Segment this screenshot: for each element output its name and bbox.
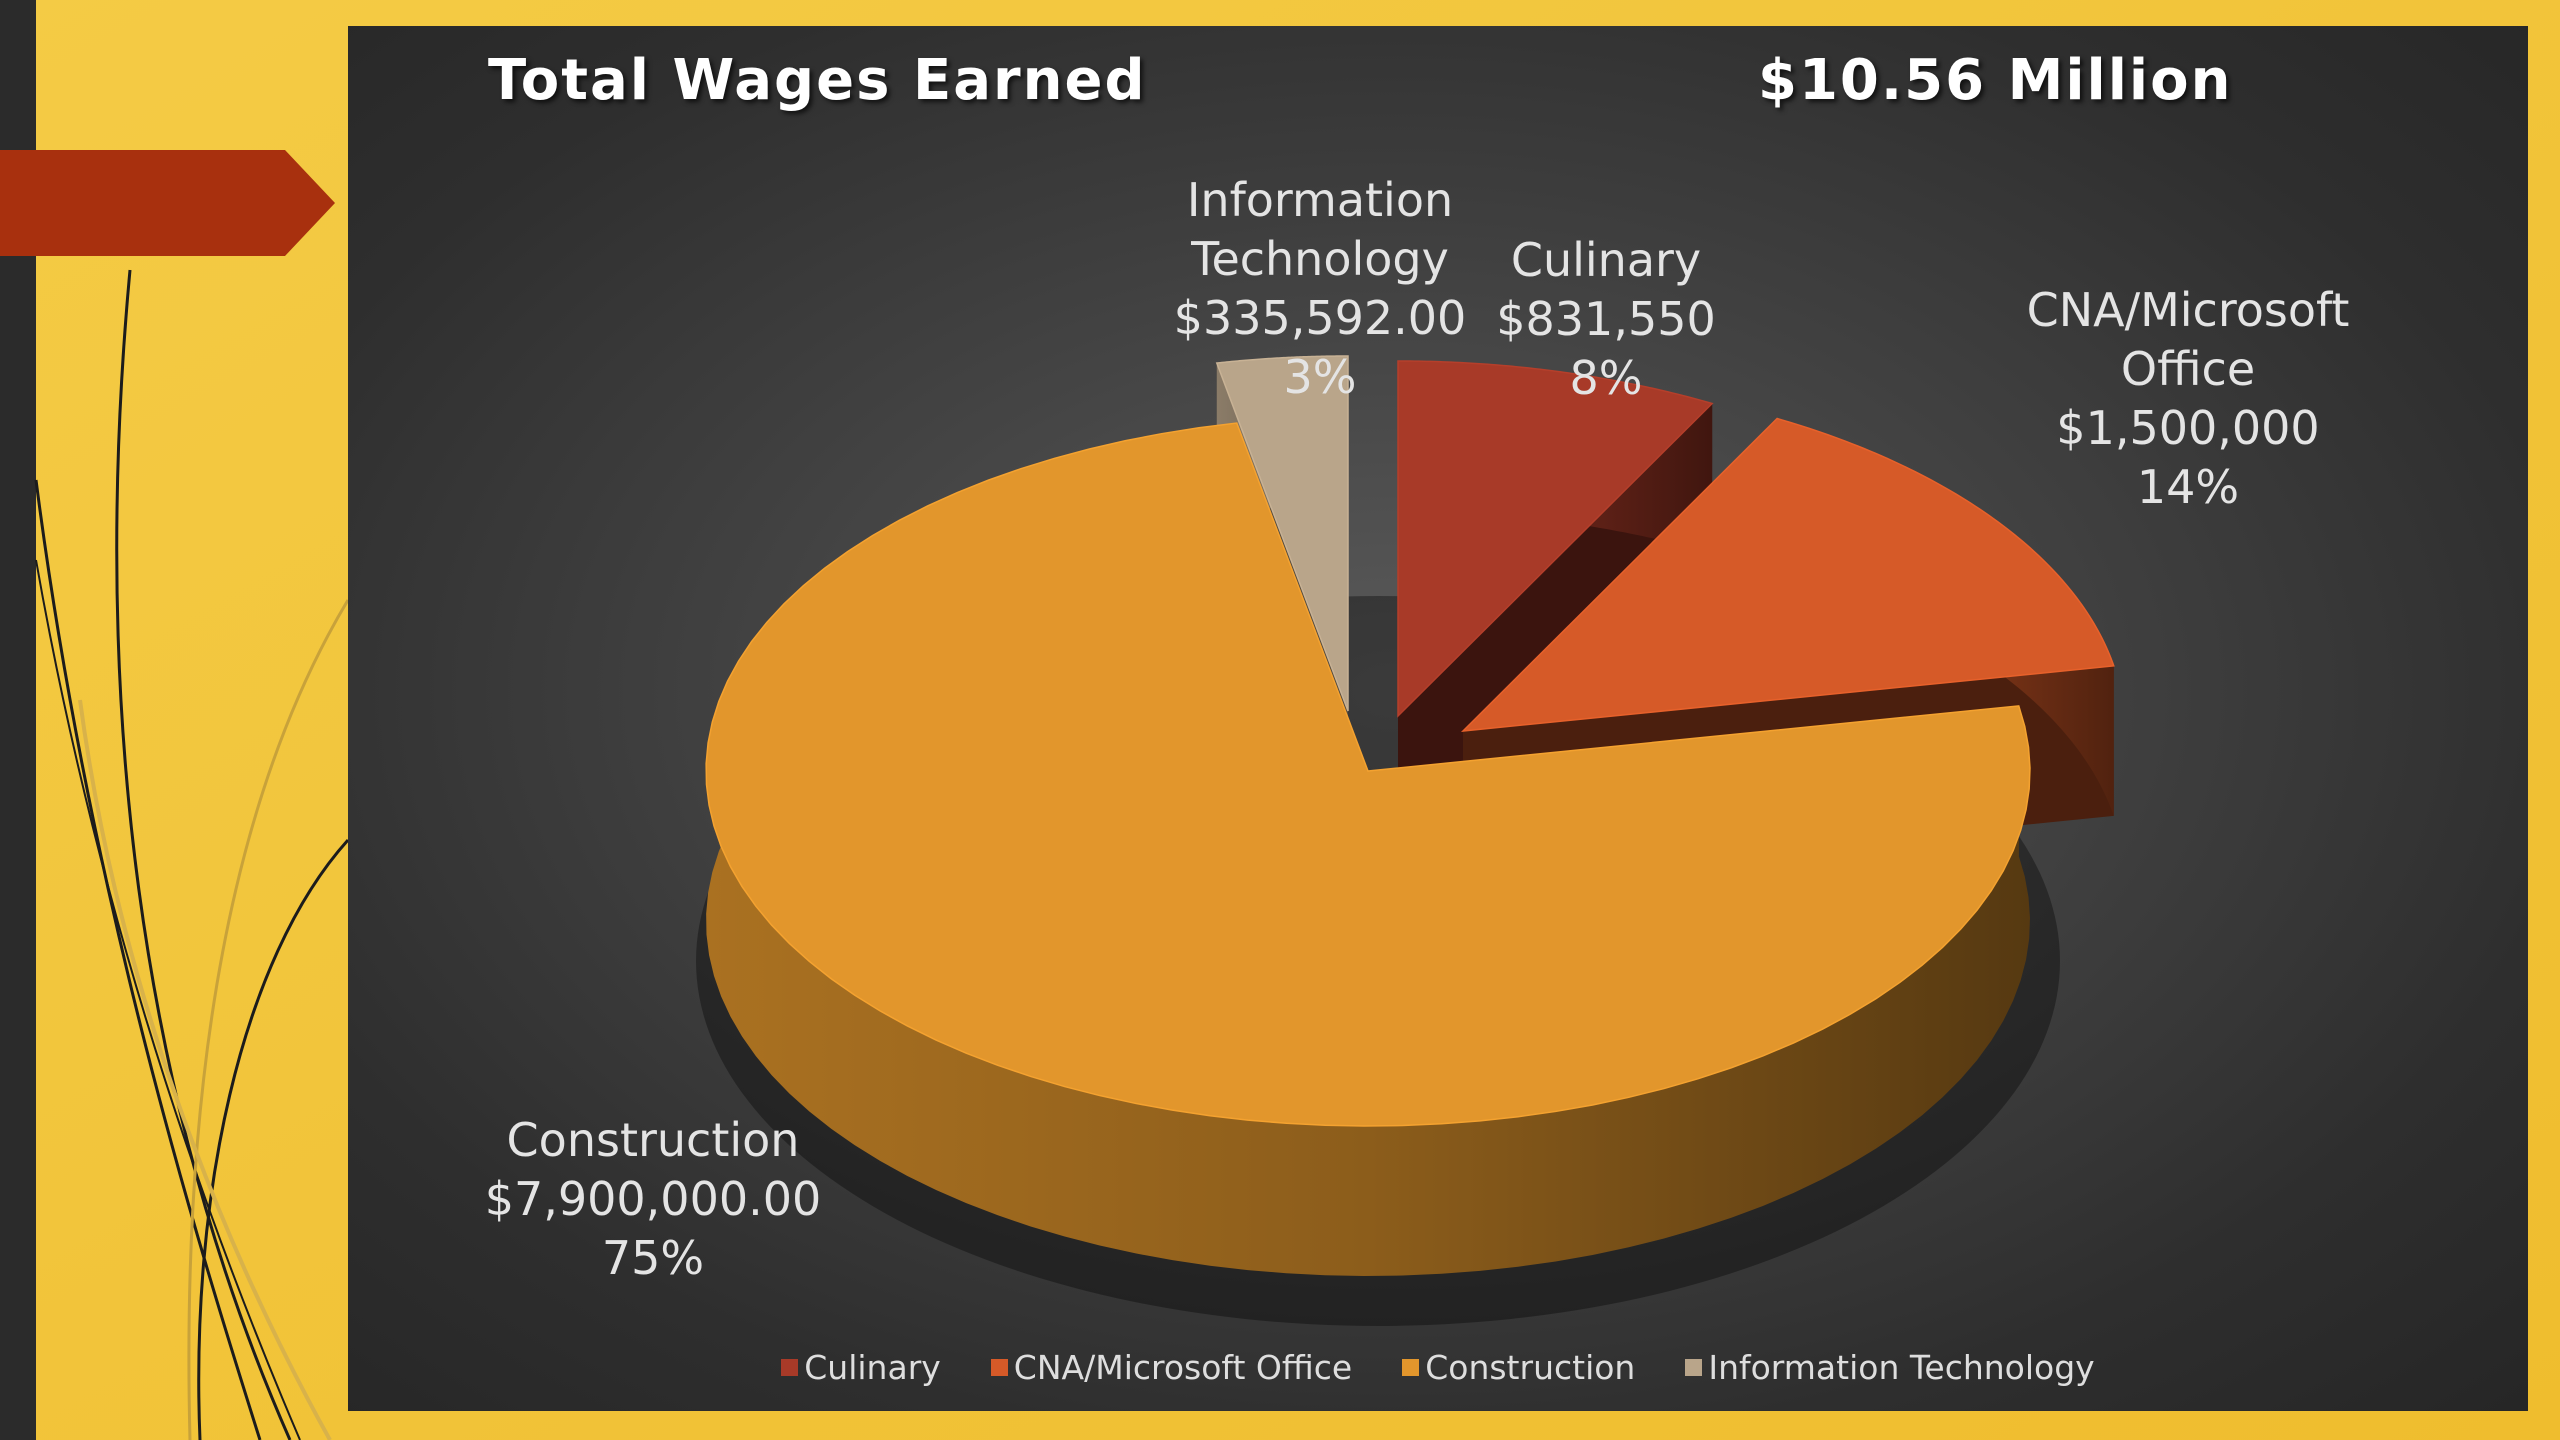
data-label-category-line: Construction bbox=[506, 1113, 800, 1167]
data-label-cna-microsoft-office: CNA/Microsoft Office $1,500,000 14% bbox=[2027, 281, 2350, 517]
pie-chart bbox=[696, 355, 2115, 1326]
data-label-category-line: CNA/Microsoft bbox=[2026, 283, 2350, 337]
legend-item: Culinary bbox=[781, 1348, 941, 1387]
legend-item: Information Technology bbox=[1685, 1348, 2095, 1387]
data-label-percent-line: 75% bbox=[601, 1231, 705, 1285]
legend-label: Information Technology bbox=[1708, 1348, 2095, 1387]
data-label-information-technology: Information Technology $335,592.00 3% bbox=[1174, 171, 1467, 407]
legend-label: Construction bbox=[1425, 1348, 1636, 1387]
data-label-category-line: Information bbox=[1186, 173, 1454, 227]
data-label-construction: Construction $7,900,000.00 75% bbox=[485, 1111, 822, 1288]
legend-swatch bbox=[1685, 1359, 1703, 1376]
data-label-percent-line: 14% bbox=[2136, 460, 2240, 514]
data-label-value-line: $7,900,000.00 bbox=[484, 1172, 822, 1226]
data-label-percent-line: 8% bbox=[1569, 351, 1643, 405]
data-label-category-line: Office bbox=[2120, 342, 2256, 396]
data-label-category-line: Technology bbox=[1191, 232, 1449, 286]
legend-swatch bbox=[781, 1359, 799, 1376]
decorative-swooshes bbox=[34, 269, 350, 1440]
chart-legend: Culinary CNA/Microsoft Office Construction… bbox=[348, 1348, 2528, 1387]
data-label-culinary: Culinary $831,550 8% bbox=[1496, 231, 1716, 408]
legend-item: CNA/Microsoft Office bbox=[990, 1348, 1353, 1387]
data-label-value-line: $335,592.00 bbox=[1173, 291, 1467, 345]
chart-panel: Total Wages Earned $10.56 Million Culina… bbox=[348, 26, 2528, 1411]
legend-item: Construction bbox=[1402, 1348, 1635, 1387]
legend-label: CNA/Microsoft Office bbox=[1013, 1348, 1353, 1387]
legend-swatch bbox=[1402, 1359, 1420, 1376]
data-label-value-line: $1,500,000 bbox=[2056, 401, 2320, 455]
data-label-value-line: $831,550 bbox=[1496, 292, 1716, 346]
data-label-percent-line: 3% bbox=[1283, 350, 1357, 404]
accent-arrow bbox=[0, 150, 335, 256]
legend-swatch bbox=[990, 1359, 1008, 1376]
legend-label: Culinary bbox=[804, 1348, 941, 1387]
chart-title: Total Wages Earned bbox=[488, 48, 1147, 113]
total-wages-value: $10.56 Million bbox=[1758, 48, 2233, 113]
pie-slice-construction bbox=[705, 422, 2031, 1276]
data-label-category-line: Culinary bbox=[1510, 233, 1702, 287]
